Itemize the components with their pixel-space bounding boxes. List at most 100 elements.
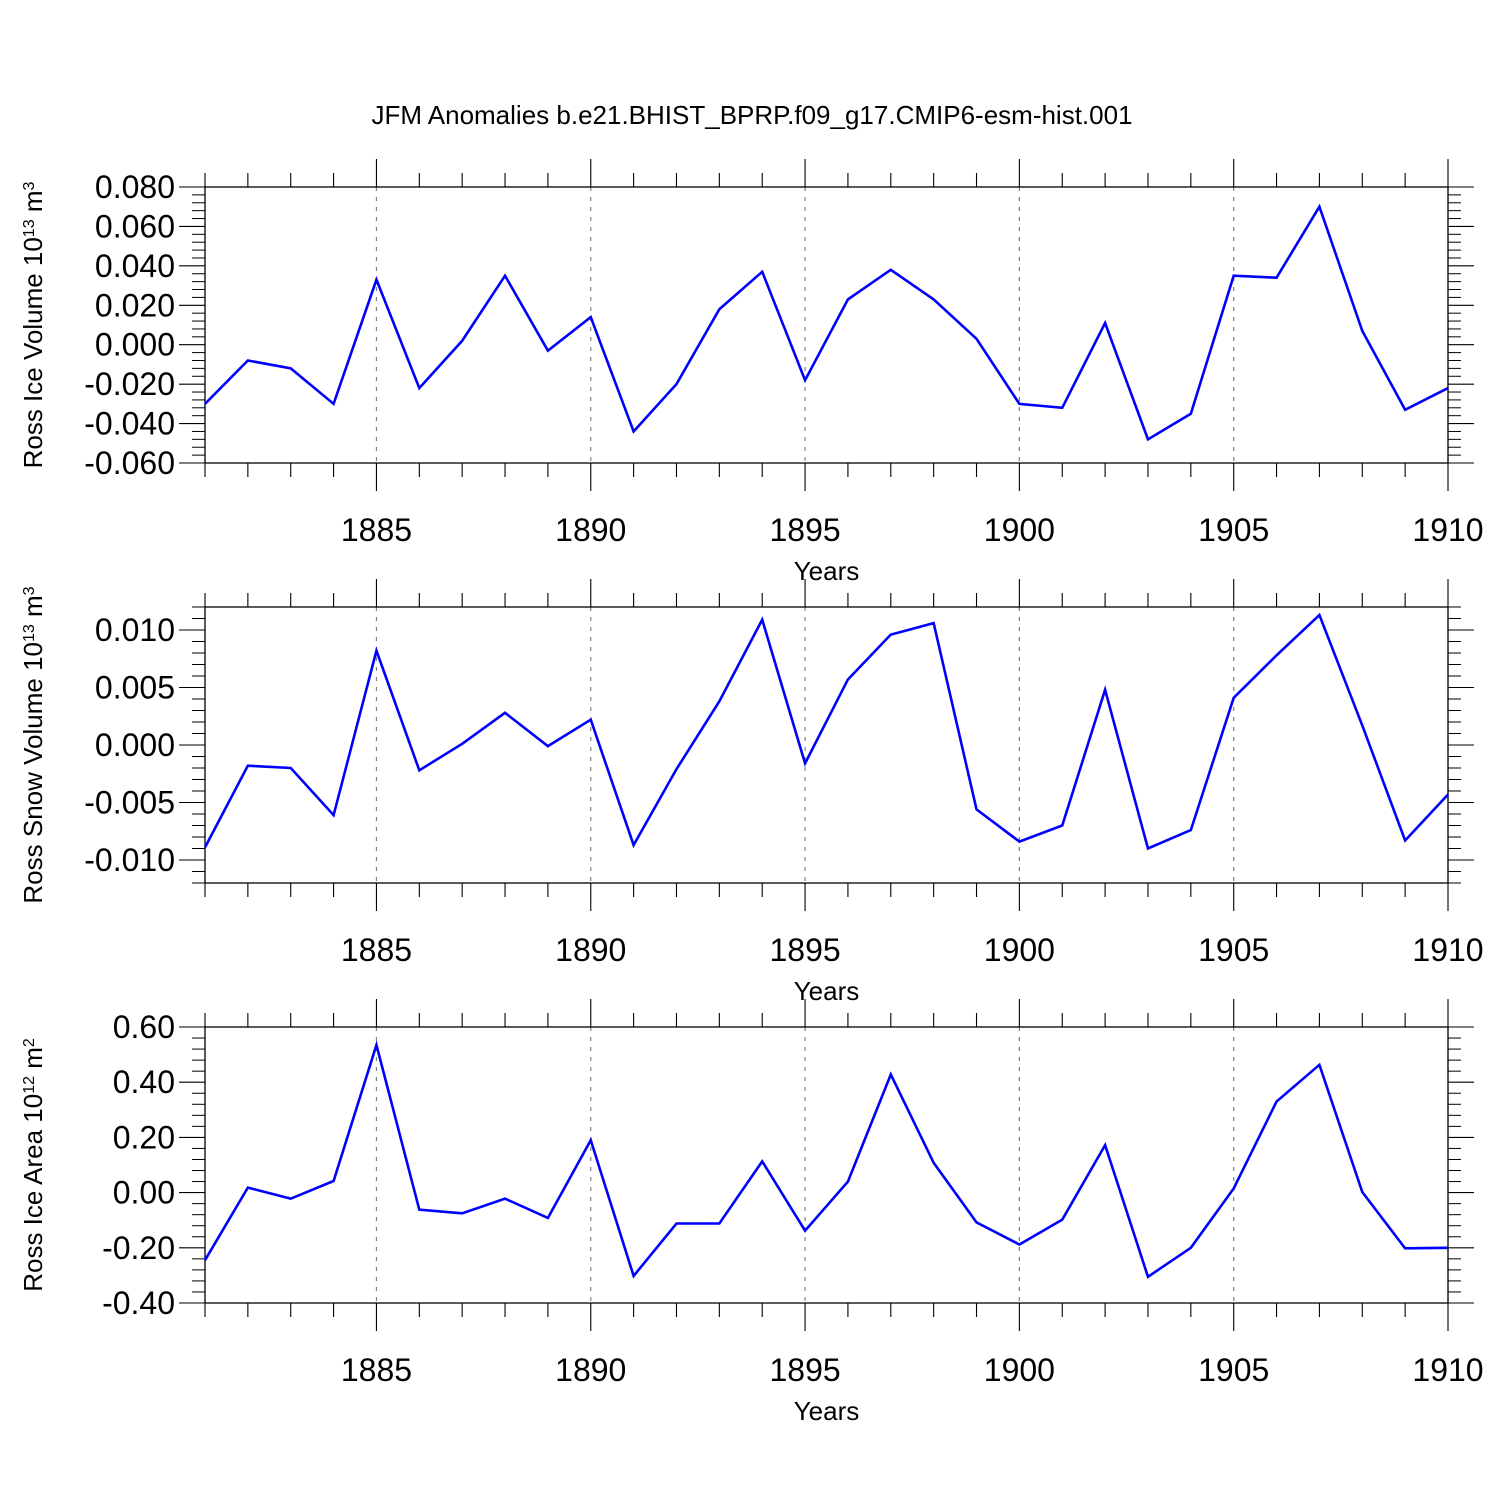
data-point	[460, 742, 464, 746]
data-point	[1403, 1246, 1407, 1250]
data-point	[546, 1216, 550, 1220]
x-tick-label: 1910	[1412, 932, 1483, 968]
y-tick-label: -0.060	[84, 445, 175, 481]
data-point	[632, 843, 636, 847]
data-point	[332, 402, 336, 406]
x-tick-label: 1905	[1198, 932, 1269, 968]
series-line	[203, 612, 1449, 851]
x-tick-label: 1890	[555, 512, 626, 548]
data-point	[589, 315, 593, 319]
data-point	[460, 1211, 464, 1215]
data-point	[1103, 321, 1107, 325]
y-axis-title: Ross Ice Volume 1013 m3	[18, 181, 48, 468]
y-tick-label: 0.000	[95, 727, 175, 763]
data-point	[1317, 1063, 1321, 1067]
y-tick-label: 0.060	[95, 208, 175, 244]
y-tick-label: 0.080	[95, 169, 175, 205]
data-point	[1017, 840, 1021, 844]
data-point	[1103, 688, 1107, 692]
data-point	[246, 1186, 250, 1190]
data-point	[1317, 205, 1321, 209]
x-tick-label: 1905	[1198, 1352, 1269, 1388]
data-point	[1232, 1186, 1236, 1190]
x-axis-title: Years	[794, 976, 860, 1006]
data-point	[289, 366, 293, 370]
data-point	[417, 386, 421, 390]
y-tick-label: -0.020	[84, 366, 175, 402]
data-point	[1017, 402, 1021, 406]
data-point	[932, 297, 936, 301]
data-point	[717, 1222, 721, 1226]
data-point	[246, 764, 250, 768]
chart-title: JFM Anomalies b.e21.BHIST_BPRP.f09_g17.C…	[371, 100, 1132, 130]
data-point	[374, 649, 378, 653]
data-point	[846, 1180, 850, 1184]
data-point	[975, 1220, 979, 1224]
x-tick-label: 1905	[1198, 512, 1269, 548]
data-point	[589, 1138, 593, 1142]
data-point	[760, 618, 764, 622]
x-tick-label: 1885	[341, 932, 412, 968]
data-point	[503, 274, 507, 278]
data-point	[1446, 386, 1450, 390]
data-point	[674, 767, 678, 771]
data-point	[1146, 437, 1150, 441]
data-point	[203, 402, 207, 406]
data-point	[1060, 406, 1064, 410]
data-point	[803, 761, 807, 765]
data-point	[1060, 1218, 1064, 1222]
data-point	[203, 845, 207, 849]
data-point	[1189, 1246, 1193, 1250]
x-tick-label: 1885	[341, 1352, 412, 1388]
data-point	[1446, 792, 1450, 796]
data-point	[1360, 329, 1364, 333]
data-point	[1275, 276, 1279, 280]
data-point	[546, 744, 550, 748]
panels: -0.060-0.040-0.0200.0000.0200.0400.0600.…	[18, 159, 1484, 1426]
series-line	[203, 1040, 1449, 1279]
data-point	[1146, 1275, 1150, 1279]
data-point	[1189, 828, 1193, 832]
data-point	[1017, 1242, 1021, 1246]
data-point	[975, 337, 979, 341]
data-point	[1403, 408, 1407, 412]
data-point	[203, 1258, 207, 1262]
data-point	[1446, 1246, 1450, 1250]
data-point	[632, 1274, 636, 1278]
data-point	[1275, 1100, 1279, 1104]
x-tick-label: 1885	[341, 512, 412, 548]
chart-panel-2: -0.010 -0.005 0.000 0.005 0.010 1885 1890 1895 1…	[18, 579, 1484, 1006]
data-point	[846, 297, 850, 301]
data-point	[932, 1161, 936, 1165]
y-tick-label: -0.040	[84, 406, 175, 442]
data-point	[1317, 613, 1321, 617]
x-tick-label: 1900	[984, 1352, 1055, 1388]
data-point	[803, 378, 807, 382]
x-axis-title: Years	[794, 556, 860, 586]
data-point	[889, 633, 893, 637]
y-tick-label: 0.20	[113, 1119, 175, 1155]
data-point	[589, 718, 593, 722]
data-point	[1275, 653, 1279, 657]
data-point	[1403, 838, 1407, 842]
plot-frame	[204, 1026, 1449, 1304]
data-point	[417, 1208, 421, 1212]
x-tick-label: 1890	[555, 1352, 626, 1388]
y-axis-title: Ross Ice Area 1012 m2	[18, 1038, 48, 1292]
data-point	[889, 268, 893, 272]
data-point	[289, 766, 293, 770]
data-point	[1189, 412, 1193, 416]
chart-panel-3: -0.40 -0.20 0.00 0.20 0.40 0.60 1885 1890 1895 19…	[18, 999, 1484, 1426]
y-tick-label: 0.005	[95, 670, 175, 706]
x-tick-label: 1900	[984, 932, 1055, 968]
data-point	[632, 429, 636, 433]
data-point	[460, 339, 464, 343]
data-point	[1232, 274, 1236, 278]
x-tick-label: 1895	[769, 932, 840, 968]
data-point	[717, 699, 721, 703]
data-point	[1360, 723, 1364, 727]
data-point	[1360, 1190, 1364, 1194]
data-point	[674, 382, 678, 386]
